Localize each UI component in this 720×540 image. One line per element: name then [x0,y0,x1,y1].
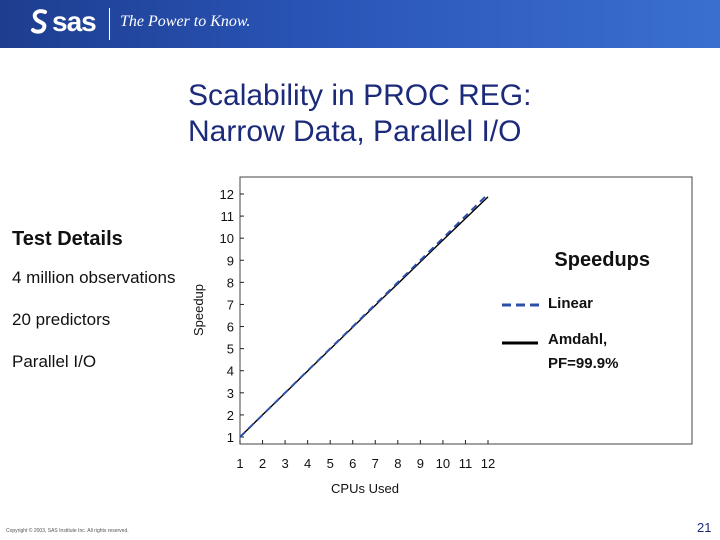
legend-label-amdahl-line2: PF=99.9% [548,355,618,372]
x-tick-label: 10 [436,456,450,471]
y-tick-label: 5 [227,342,234,357]
y-tick-label: 3 [227,386,234,401]
x-tick-label: 1 [236,456,243,471]
logo-text: sas [52,6,97,37]
tagline: The Power to Know. [120,13,251,30]
details-heading: Test Details [12,228,123,250]
details-item: Parallel I/O [12,352,97,371]
y-tick-label: 2 [227,408,234,423]
x-tick-label: 2 [259,456,266,471]
header-divider [109,8,110,40]
x-tick-label: 3 [281,456,288,471]
legend-label-linear: Linear [548,295,593,312]
title-line-2: Narrow Data, Parallel I/O [188,115,522,148]
x-tick-label: 7 [372,456,379,471]
details-item: 20 predictors [12,310,111,329]
x-tick-label: 6 [349,456,356,471]
title-line-1: Scalability in PROC REG: [188,79,532,112]
header-bar: sas The Power to Know. [0,0,720,48]
sas-swirl-icon [31,9,47,34]
x-tick-label: 4 [304,456,311,471]
y-tick-label: 6 [227,320,234,335]
chart-title: Speedups [554,249,650,271]
y-tick-label: 7 [227,297,234,312]
y-axis-label: Speedup [191,284,206,336]
y-tick-label: 10 [220,231,234,246]
x-tick-label: 9 [417,456,424,471]
x-tick-label: 12 [481,456,495,471]
x-tick-label: 5 [327,456,334,471]
details-item: 4 million observations [12,268,176,287]
plot-area [239,176,693,445]
y-tick-label: 4 [227,364,234,379]
copyright-notice: Copyright © 2003, SAS Institute Inc. All… [6,528,129,534]
y-tick-label: 8 [227,275,234,290]
x-tick-label: 11 [459,456,473,471]
y-tick-label: 12 [220,187,234,202]
y-tick-label: 9 [227,253,234,268]
slide-title: Scalability in PROC REG: Narrow Data, Pa… [188,78,688,150]
y-tick-label: 11 [221,209,235,224]
test-details: Test Details 4 million observations 20 p… [12,228,182,389]
page-number: 21 [697,520,712,535]
x-tick-label: 8 [394,456,401,471]
sas-logo: sas [30,6,97,38]
series-line-linear [239,193,489,438]
y-tick-label: 1 [227,430,234,445]
x-axis-label: CPUs Used [331,481,399,496]
legend-label-amdahl-line1: Amdahl, [548,331,607,348]
